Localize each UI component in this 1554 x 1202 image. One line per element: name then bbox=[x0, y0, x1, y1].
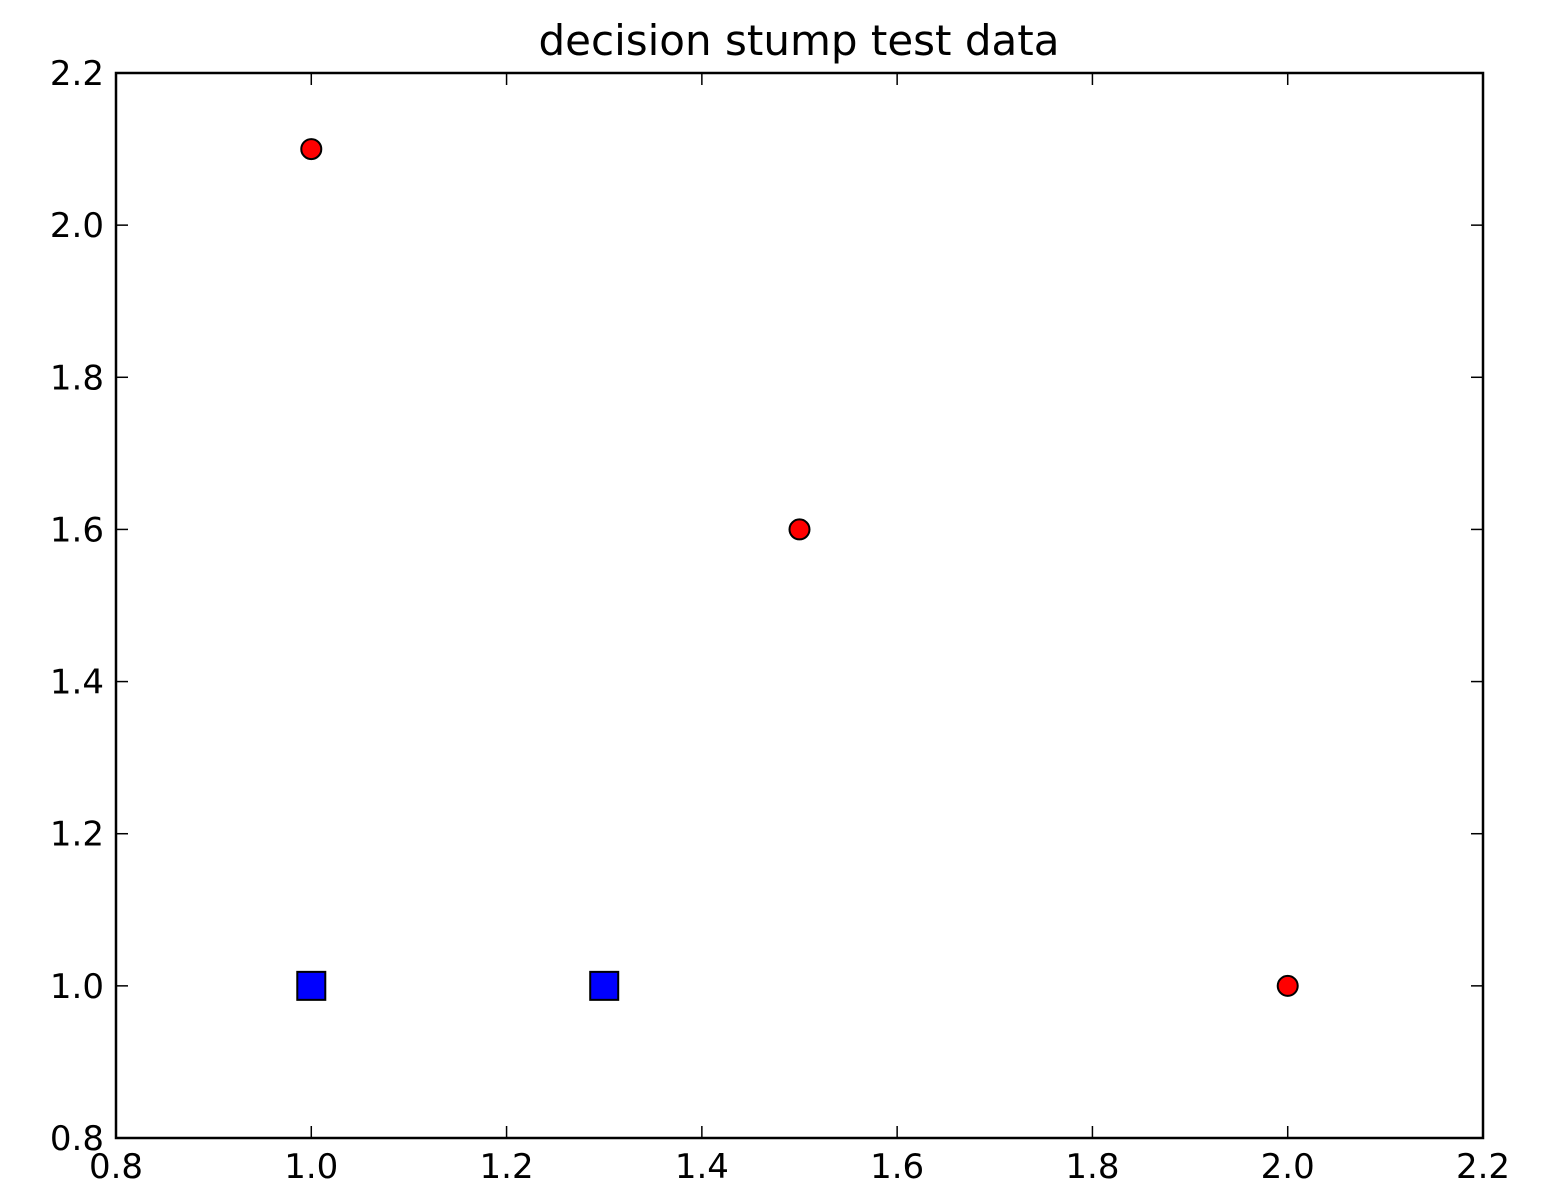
x-tick-label: 2.0 bbox=[1261, 1147, 1315, 1187]
y-tick-label: 2.2 bbox=[50, 54, 104, 94]
y-tick-label: 1.2 bbox=[50, 815, 104, 855]
tick-labels: 0.8 1.0 1.2 1.4 1.6 1.8 2.0 2.2 0.8 1.0 1.2 1.4 1.6 1… bbox=[50, 54, 1510, 1187]
data-point-circle bbox=[300, 138, 323, 161]
x-tick-label: 0.8 bbox=[89, 1147, 143, 1187]
y-tick-label: 1.8 bbox=[50, 358, 104, 398]
x-tick-label: 2.2 bbox=[1456, 1147, 1510, 1187]
y-tick-label: 2.0 bbox=[50, 206, 104, 246]
x-tick-label: 1.0 bbox=[284, 1147, 338, 1187]
data-point-square bbox=[589, 970, 620, 1001]
y-tick-label: 1.0 bbox=[50, 967, 104, 1007]
x-tick-label: 1.6 bbox=[870, 1147, 924, 1187]
y-tick-label: 0.8 bbox=[50, 1119, 104, 1159]
x-tick-label: 1.4 bbox=[675, 1147, 729, 1187]
y-tick-label: 1.4 bbox=[50, 663, 104, 703]
data-point-square bbox=[296, 970, 327, 1001]
x-tick-label: 1.2 bbox=[480, 1147, 534, 1187]
data-point-circle bbox=[788, 518, 811, 541]
x-tick-label: 1.8 bbox=[1065, 1147, 1119, 1187]
y-tick-label: 1.6 bbox=[50, 510, 104, 550]
plot-area-frame bbox=[114, 71, 1485, 1140]
chart-title: decision stump test data bbox=[539, 16, 1060, 65]
data-point-circle bbox=[1276, 974, 1299, 997]
data-points bbox=[296, 138, 1299, 1001]
